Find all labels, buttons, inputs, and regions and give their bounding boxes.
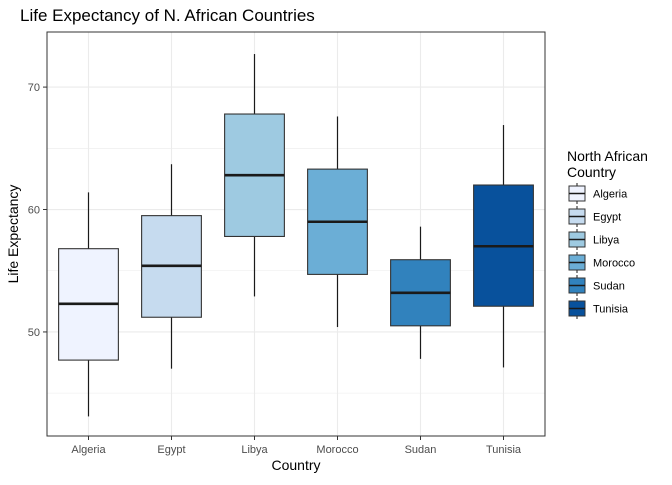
legend-item-algeria: Algeria [568,183,628,204]
x-axis-title: Country [271,457,320,473]
legend-item-libya: Libya [568,229,620,250]
x-tick-label: Libya [241,444,268,456]
legend-item-sudan: Sudan [568,275,625,296]
legend-item-morocco: Morocco [568,252,635,273]
legend-label: Sudan [593,281,625,293]
x-tick-label: Sudan [405,444,437,456]
legend-title-line1: North African [567,148,648,164]
box-sudan [390,226,451,359]
box-tunisia [473,125,534,368]
box-algeria [58,192,119,417]
plot-panel-border [46,31,546,437]
legend-item-tunisia: Tunisia [568,298,629,319]
y-tick-label: 60 [28,205,40,217]
legend-label: Libya [593,235,620,247]
box-libya [224,54,285,297]
x-tick-label: Morocco [316,444,358,456]
box-egypt [141,164,202,369]
box-morocco [307,116,368,328]
boxes [58,54,534,417]
y-tick-label: 50 [28,327,40,339]
legend-label: Egypt [593,212,621,224]
legend-title-line2: Country [567,164,616,180]
y-tick-label: 70 [28,82,40,94]
legend-label: Morocco [593,258,635,270]
x-tick-label: Tunisia [486,444,522,456]
chart-title: Life Expectancy of N. African Countries [20,6,315,25]
x-tick-label: Egypt [157,444,185,456]
x-tick-label: Algeria [71,444,106,456]
legend: North African Country Algeria Egypt Libya M… [567,148,648,319]
plot-panel [47,32,545,436]
legend-label: Algeria [593,189,628,201]
legend-label: Tunisia [593,304,629,316]
legend-item-egypt: Egypt [568,206,621,227]
axes: 50 60 70 Algeria Egypt Libya Morocco Sudan Tunis… [28,82,522,456]
y-axis-title: Life Expectancy [5,185,21,284]
